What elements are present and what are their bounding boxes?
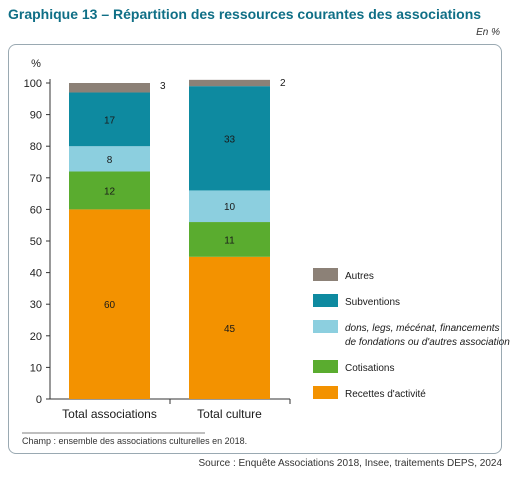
- y-tick-label: 30: [30, 299, 42, 311]
- bar-segment: [69, 146, 150, 172]
- data-label: 3: [160, 81, 166, 92]
- bar-segment: [189, 86, 270, 191]
- data-label: 45: [224, 324, 236, 335]
- category-label: Total culture: [197, 407, 262, 421]
- data-label: 10: [224, 202, 236, 213]
- data-label: 12: [104, 186, 116, 197]
- y-tick-label: 90: [30, 110, 42, 122]
- legend-label: Cotisations: [345, 363, 394, 374]
- bar-segment: [189, 190, 270, 223]
- y-tick-label: 10: [30, 362, 42, 374]
- data-label: 17: [104, 115, 116, 126]
- scope-note: Champ : ensemble des associations cultur…: [22, 436, 247, 446]
- y-tick-label: 100: [24, 78, 42, 90]
- y-tick-label: 70: [30, 173, 42, 185]
- chart-title: Graphique 13 – Répartition des ressource…: [8, 6, 482, 22]
- bar-segment: [189, 256, 270, 399]
- legend-label: dons, legs, mécénat, financements de fond…: [345, 323, 510, 348]
- y-tick-label: 60: [30, 204, 42, 216]
- data-label: 2: [280, 78, 286, 89]
- legend-swatch: [313, 294, 338, 307]
- unit-note: En %: [476, 27, 500, 38]
- bar-segment: [69, 209, 150, 399]
- y-axis-label: %: [31, 58, 41, 70]
- y-tick-label: 20: [30, 331, 42, 343]
- data-label: 11: [224, 235, 235, 246]
- legend-label: Autres: [345, 271, 374, 282]
- legend-swatch: [313, 360, 338, 373]
- category-label: Total associations: [62, 407, 157, 421]
- data-label: 33: [224, 134, 236, 145]
- bar-segment: [189, 79, 270, 87]
- legend: Autres Subventions dons, legs, mécénat, fi…: [313, 268, 510, 400]
- bars: 60 12 8 17 3 Total associations 45 11 10 33 2 Total…: [62, 78, 286, 421]
- bar-segment: [69, 171, 150, 210]
- bar-segment: [69, 92, 150, 147]
- y-tick-label: 80: [30, 141, 42, 153]
- y-tick-label: 40: [30, 268, 42, 280]
- data-label: 8: [107, 155, 113, 166]
- legend-swatch: [313, 268, 338, 281]
- y-tick-label: 50: [30, 236, 42, 248]
- source-note: Source : Enquête Associations 2018, Inse…: [198, 458, 502, 469]
- chart-frame: [8, 44, 502, 454]
- y-tick-label: 0: [36, 394, 42, 406]
- legend-label: Subventions: [345, 297, 400, 308]
- legend-label: Recettes d'activité: [345, 389, 426, 400]
- data-label: 60: [104, 300, 116, 311]
- bar-segment: [69, 83, 150, 93]
- bar-segment: [189, 222, 270, 257]
- legend-swatch: [313, 320, 338, 333]
- legend-swatch: [313, 386, 338, 399]
